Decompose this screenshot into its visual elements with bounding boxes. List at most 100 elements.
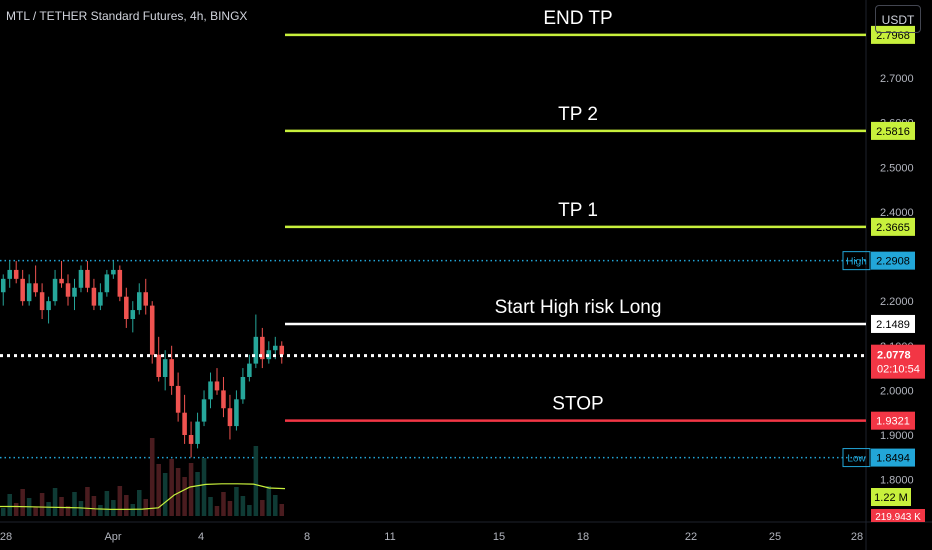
volume-bar [279,504,285,516]
price-axis-tick: 2.2000 [880,296,914,308]
candle-body [260,336,265,360]
volume-bar [214,506,220,516]
level-price-tag [871,217,915,236]
candle-body [195,421,200,444]
candle-body [234,399,239,427]
candle-body [46,301,51,311]
volume-bar [65,506,71,516]
candle-body [247,363,252,377]
countdown-label: 02:10:54 [877,364,920,376]
candle-body [156,354,161,377]
candle-body [182,412,187,435]
volume-bar [130,504,136,516]
candle-body [253,336,259,364]
volume-bar [273,495,278,516]
volume-bar [72,492,77,516]
level-label: TP 1 [558,200,598,221]
volume-bar [227,501,233,516]
candle-body [136,292,142,311]
volume-ma-line [0,483,286,510]
candle-body [78,269,84,288]
candle-body [143,292,149,306]
candle-body [104,274,110,293]
volume-bar [240,496,246,516]
candle-body [188,435,194,444]
level-price-tag [871,121,915,140]
level-label: STOP [552,394,603,415]
time-axis-tick: 8 [304,531,310,543]
volume-bar [136,490,142,516]
high-tag [842,251,871,271]
volume-bar [247,505,252,516]
candle-body [72,287,77,297]
volume-bar [156,464,161,516]
low-price-label: 1.8494 [876,453,910,465]
currency-button[interactable]: USDT [875,5,921,33]
low-price-tag [871,448,915,467]
volume-bar [169,459,174,516]
current-price-tag [871,344,925,379]
level-price-label: 2.5816 [876,126,910,138]
volume-bar [162,473,168,516]
candle-body [85,269,90,288]
time-axis-tick: 11 [384,531,395,543]
level-label: END TP [543,8,612,29]
volume-label: 219.943 K [875,512,921,523]
volume-tag [871,509,925,522]
level-price-label: 2.3665 [876,222,910,234]
volume-bar [208,497,213,516]
volume-bar [33,507,38,516]
symbol-title: MTL / TETHER Standard Futures, 4h, BINGX [6,9,248,23]
high-price-label: 2.2908 [876,256,910,268]
candle-body [227,408,233,427]
candle-body [279,345,285,355]
price-axis-tick: 2.7000 [880,73,914,85]
candle-body [13,269,19,279]
price-axis-tick: 1.9000 [880,430,914,442]
time-axis-tick: 4 [198,531,204,543]
candle-body [65,283,71,297]
candle-body [39,292,45,311]
volume-ma-tag [871,488,911,506]
candle-body [221,390,226,409]
candle-body [175,385,181,413]
volume-bar [117,486,123,516]
candle-body [273,345,278,351]
time-axis-tick: Apr [104,531,121,543]
candle-body [240,377,246,400]
candle-body [52,278,58,302]
candle-body [59,278,64,284]
volume-bar [221,492,226,516]
level-price-tag [871,25,915,44]
volume-bar [7,494,12,516]
candle-body [26,283,32,302]
time-axis-tick: 15 [493,531,505,543]
level-price-tag [871,314,915,333]
candle-body [117,269,123,297]
volume-bar [13,503,19,516]
price-axis-tick: 2.0000 [880,385,914,397]
candle-body [33,283,38,293]
volume-bar [143,499,149,516]
price-axis-tick: 1.8000 [880,475,914,487]
volume-bar [59,497,64,516]
level-label: TP 2 [558,104,598,125]
volume-bar [104,491,110,516]
candle-body [130,310,136,319]
candle-body [149,305,155,355]
price-axis-tick: 2.4000 [880,207,914,219]
candle-body [162,359,168,377]
candle-body [169,359,174,386]
candle-body [20,278,25,302]
current-price-label: 2.0778 [877,350,911,362]
time-axis-tick: 22 [685,531,697,543]
candle-body [0,278,6,293]
volume-bar [52,488,58,516]
price-axis-tick: 2.5000 [880,162,914,174]
candle-body [201,399,207,422]
volume-bar [91,496,97,516]
low-tag-label: Low [847,454,866,465]
level-price-label: 2.1489 [876,319,910,331]
time-axis-tick: 18 [577,531,589,543]
